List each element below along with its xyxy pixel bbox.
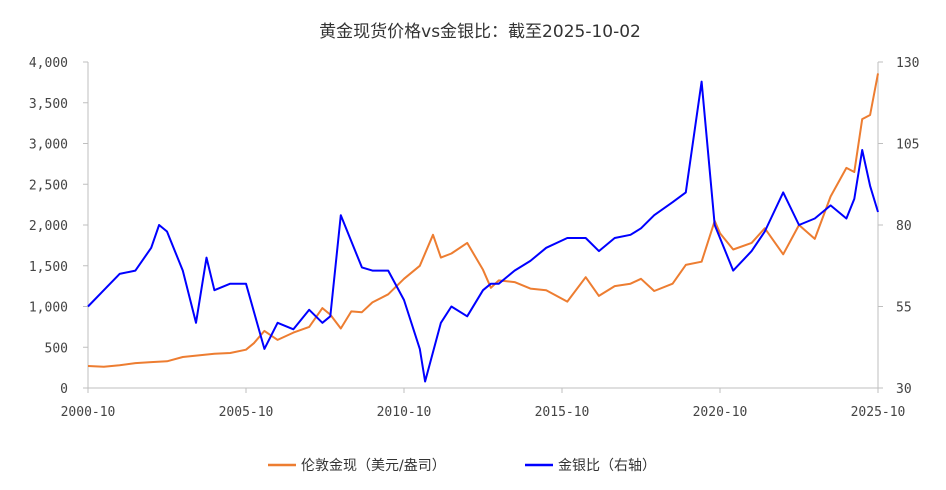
x-tick-label: 2015-10 <box>535 405 590 420</box>
y-left-tick-label: 3,500 <box>29 97 68 112</box>
legend-label: 金银比（右轴） <box>558 458 656 474</box>
y-left-tick-label: 2,500 <box>29 178 68 193</box>
y-right-tick-label: 80 <box>896 219 912 234</box>
y-left-tick-label: 1,000 <box>29 301 68 316</box>
y-right-tick-label: 55 <box>896 301 912 316</box>
x-tick-label: 2010-10 <box>377 405 432 420</box>
x-tick-label: 2000-10 <box>61 405 116 420</box>
x-tick-label: 2005-10 <box>219 405 274 420</box>
gold-price-line <box>87 73 879 368</box>
legend-label: 伦敦金现（美元/盎司） <box>301 458 446 474</box>
x-tick-label: 2025-10 <box>851 405 906 420</box>
y-left-tick-label: 3,000 <box>29 138 68 153</box>
legend: 伦敦金现（美元/盎司） 金银比（右轴） <box>268 458 656 474</box>
y-left-tick-label: 1,500 <box>29 260 68 275</box>
x-tick-label: 2020-10 <box>693 405 748 420</box>
y-left-tick-label: 0 <box>60 382 68 397</box>
y-right-tick-label: 130 <box>896 56 919 71</box>
chart-title: 黄金现货价格vs金银比：截至2025-10-02 <box>319 22 641 42</box>
y-left-tick-label: 2,000 <box>29 219 68 234</box>
y-left-tick-label: 4,000 <box>29 56 68 71</box>
y-right-tick-label: 30 <box>896 382 912 397</box>
gold-silver-ratio-line <box>87 80 879 383</box>
y-right-tick-label: 105 <box>896 138 919 153</box>
y-left-tick-label: 500 <box>45 341 68 356</box>
